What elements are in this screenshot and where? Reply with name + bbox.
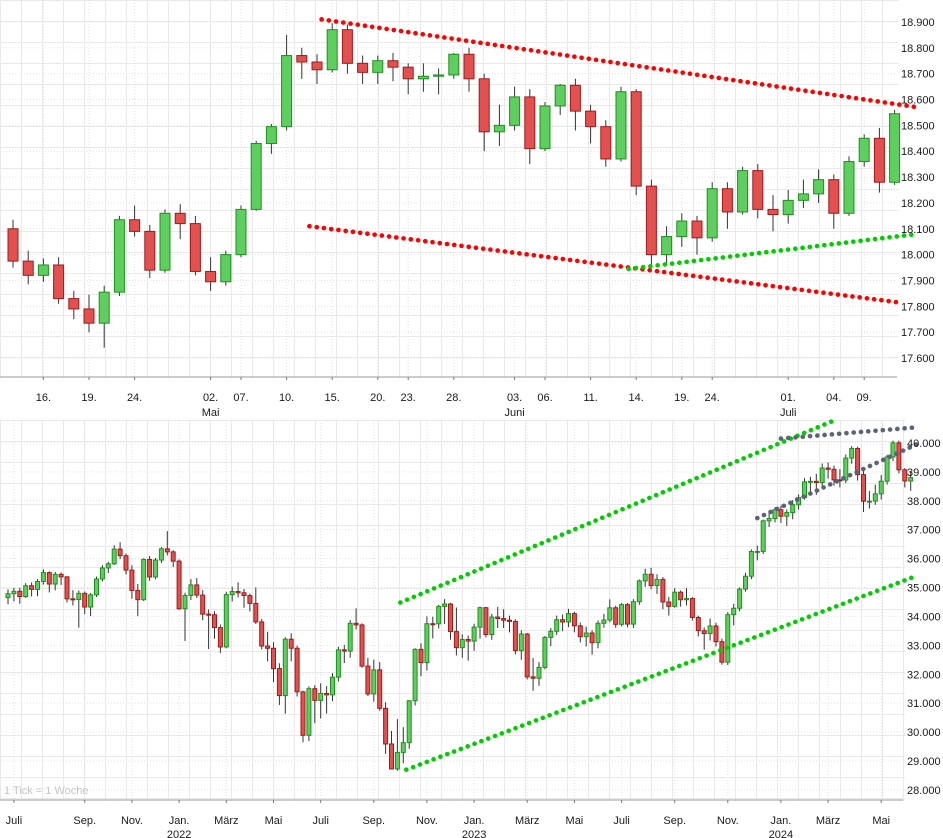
svg-text:Nov.: Nov. [416, 815, 438, 827]
svg-text:18.100: 18.100 [901, 224, 935, 236]
svg-text:24.: 24. [127, 392, 142, 404]
svg-text:19.: 19. [674, 392, 689, 404]
svg-text:23.: 23. [401, 392, 416, 404]
svg-text:Mai: Mai [872, 815, 890, 827]
svg-text:Mai: Mai [566, 815, 584, 827]
svg-text:16.: 16. [36, 392, 51, 404]
svg-text:34.000: 34.000 [907, 611, 941, 623]
svg-text:15.: 15. [325, 392, 340, 404]
svg-text:03.: 03. [507, 392, 522, 404]
svg-text:17.900: 17.900 [901, 275, 935, 287]
svg-text:März: März [816, 815, 840, 827]
svg-text:04.: 04. [826, 392, 841, 404]
svg-text:18.900: 18.900 [901, 17, 935, 29]
svg-text:18.700: 18.700 [901, 69, 935, 81]
svg-text:17.600: 17.600 [901, 353, 935, 365]
svg-text:29.000: 29.000 [907, 756, 941, 768]
svg-text:Juni: Juni [505, 407, 525, 419]
svg-text:35.000: 35.000 [907, 583, 941, 595]
svg-text:30.000: 30.000 [907, 727, 941, 739]
svg-text:11.: 11. [583, 392, 597, 404]
svg-text:18.400: 18.400 [901, 146, 935, 158]
svg-text:März: März [214, 815, 238, 827]
svg-text:Sep.: Sep. [663, 815, 686, 827]
svg-text:18.800: 18.800 [901, 43, 935, 55]
svg-text:32.000: 32.000 [907, 669, 941, 681]
svg-text:Sep.: Sep. [362, 815, 385, 827]
svg-text:17.800: 17.800 [901, 301, 935, 313]
svg-text:07.: 07. [233, 392, 248, 404]
svg-text:18.600: 18.600 [901, 94, 935, 106]
svg-text:Juli: Juli [780, 407, 797, 419]
svg-text:10.: 10. [279, 392, 294, 404]
svg-text:39.000: 39.000 [907, 467, 941, 479]
svg-text:14.: 14. [629, 392, 644, 404]
svg-text:02.: 02. [203, 392, 218, 404]
svg-text:Jan.: Jan. [771, 815, 792, 827]
svg-text:2024: 2024 [769, 829, 793, 838]
svg-text:06.: 06. [537, 392, 552, 404]
svg-text:20.: 20. [370, 392, 385, 404]
svg-text:18.300: 18.300 [901, 172, 935, 184]
svg-text:40.000: 40.000 [907, 438, 941, 450]
svg-text:17.700: 17.700 [901, 327, 935, 339]
svg-text:18.500: 18.500 [901, 120, 935, 132]
svg-text:24.: 24. [705, 392, 720, 404]
svg-text:33.000: 33.000 [907, 640, 941, 652]
tick-interval-watermark: 1 Tick = 1 Woche [4, 785, 89, 797]
svg-text:09.: 09. [857, 392, 872, 404]
svg-text:März: März [515, 815, 539, 827]
svg-text:28.: 28. [446, 392, 461, 404]
svg-text:2022: 2022 [167, 829, 191, 838]
svg-text:Juli: Juli [6, 815, 23, 827]
svg-text:28.000: 28.000 [907, 785, 941, 797]
svg-text:18.200: 18.200 [901, 198, 935, 210]
svg-text:Juli: Juli [613, 815, 630, 827]
svg-text:Nov.: Nov. [717, 815, 739, 827]
svg-text:Juli: Juli [312, 815, 329, 827]
svg-text:18.000: 18.000 [901, 250, 935, 262]
svg-text:Mai: Mai [202, 407, 220, 419]
svg-text:Sep.: Sep. [73, 815, 96, 827]
svg-text:2023: 2023 [462, 829, 486, 838]
svg-text:37.000: 37.000 [907, 525, 941, 537]
svg-text:01.: 01. [781, 392, 796, 404]
svg-text:Jan.: Jan. [169, 815, 190, 827]
svg-text:38.000: 38.000 [907, 496, 941, 508]
svg-text:36.000: 36.000 [907, 554, 941, 566]
svg-text:Jan.: Jan. [464, 815, 485, 827]
svg-text:31.000: 31.000 [907, 698, 941, 710]
svg-text:19.: 19. [81, 392, 96, 404]
svg-text:Nov.: Nov. [121, 815, 143, 827]
svg-text:Mai: Mai [265, 815, 283, 827]
